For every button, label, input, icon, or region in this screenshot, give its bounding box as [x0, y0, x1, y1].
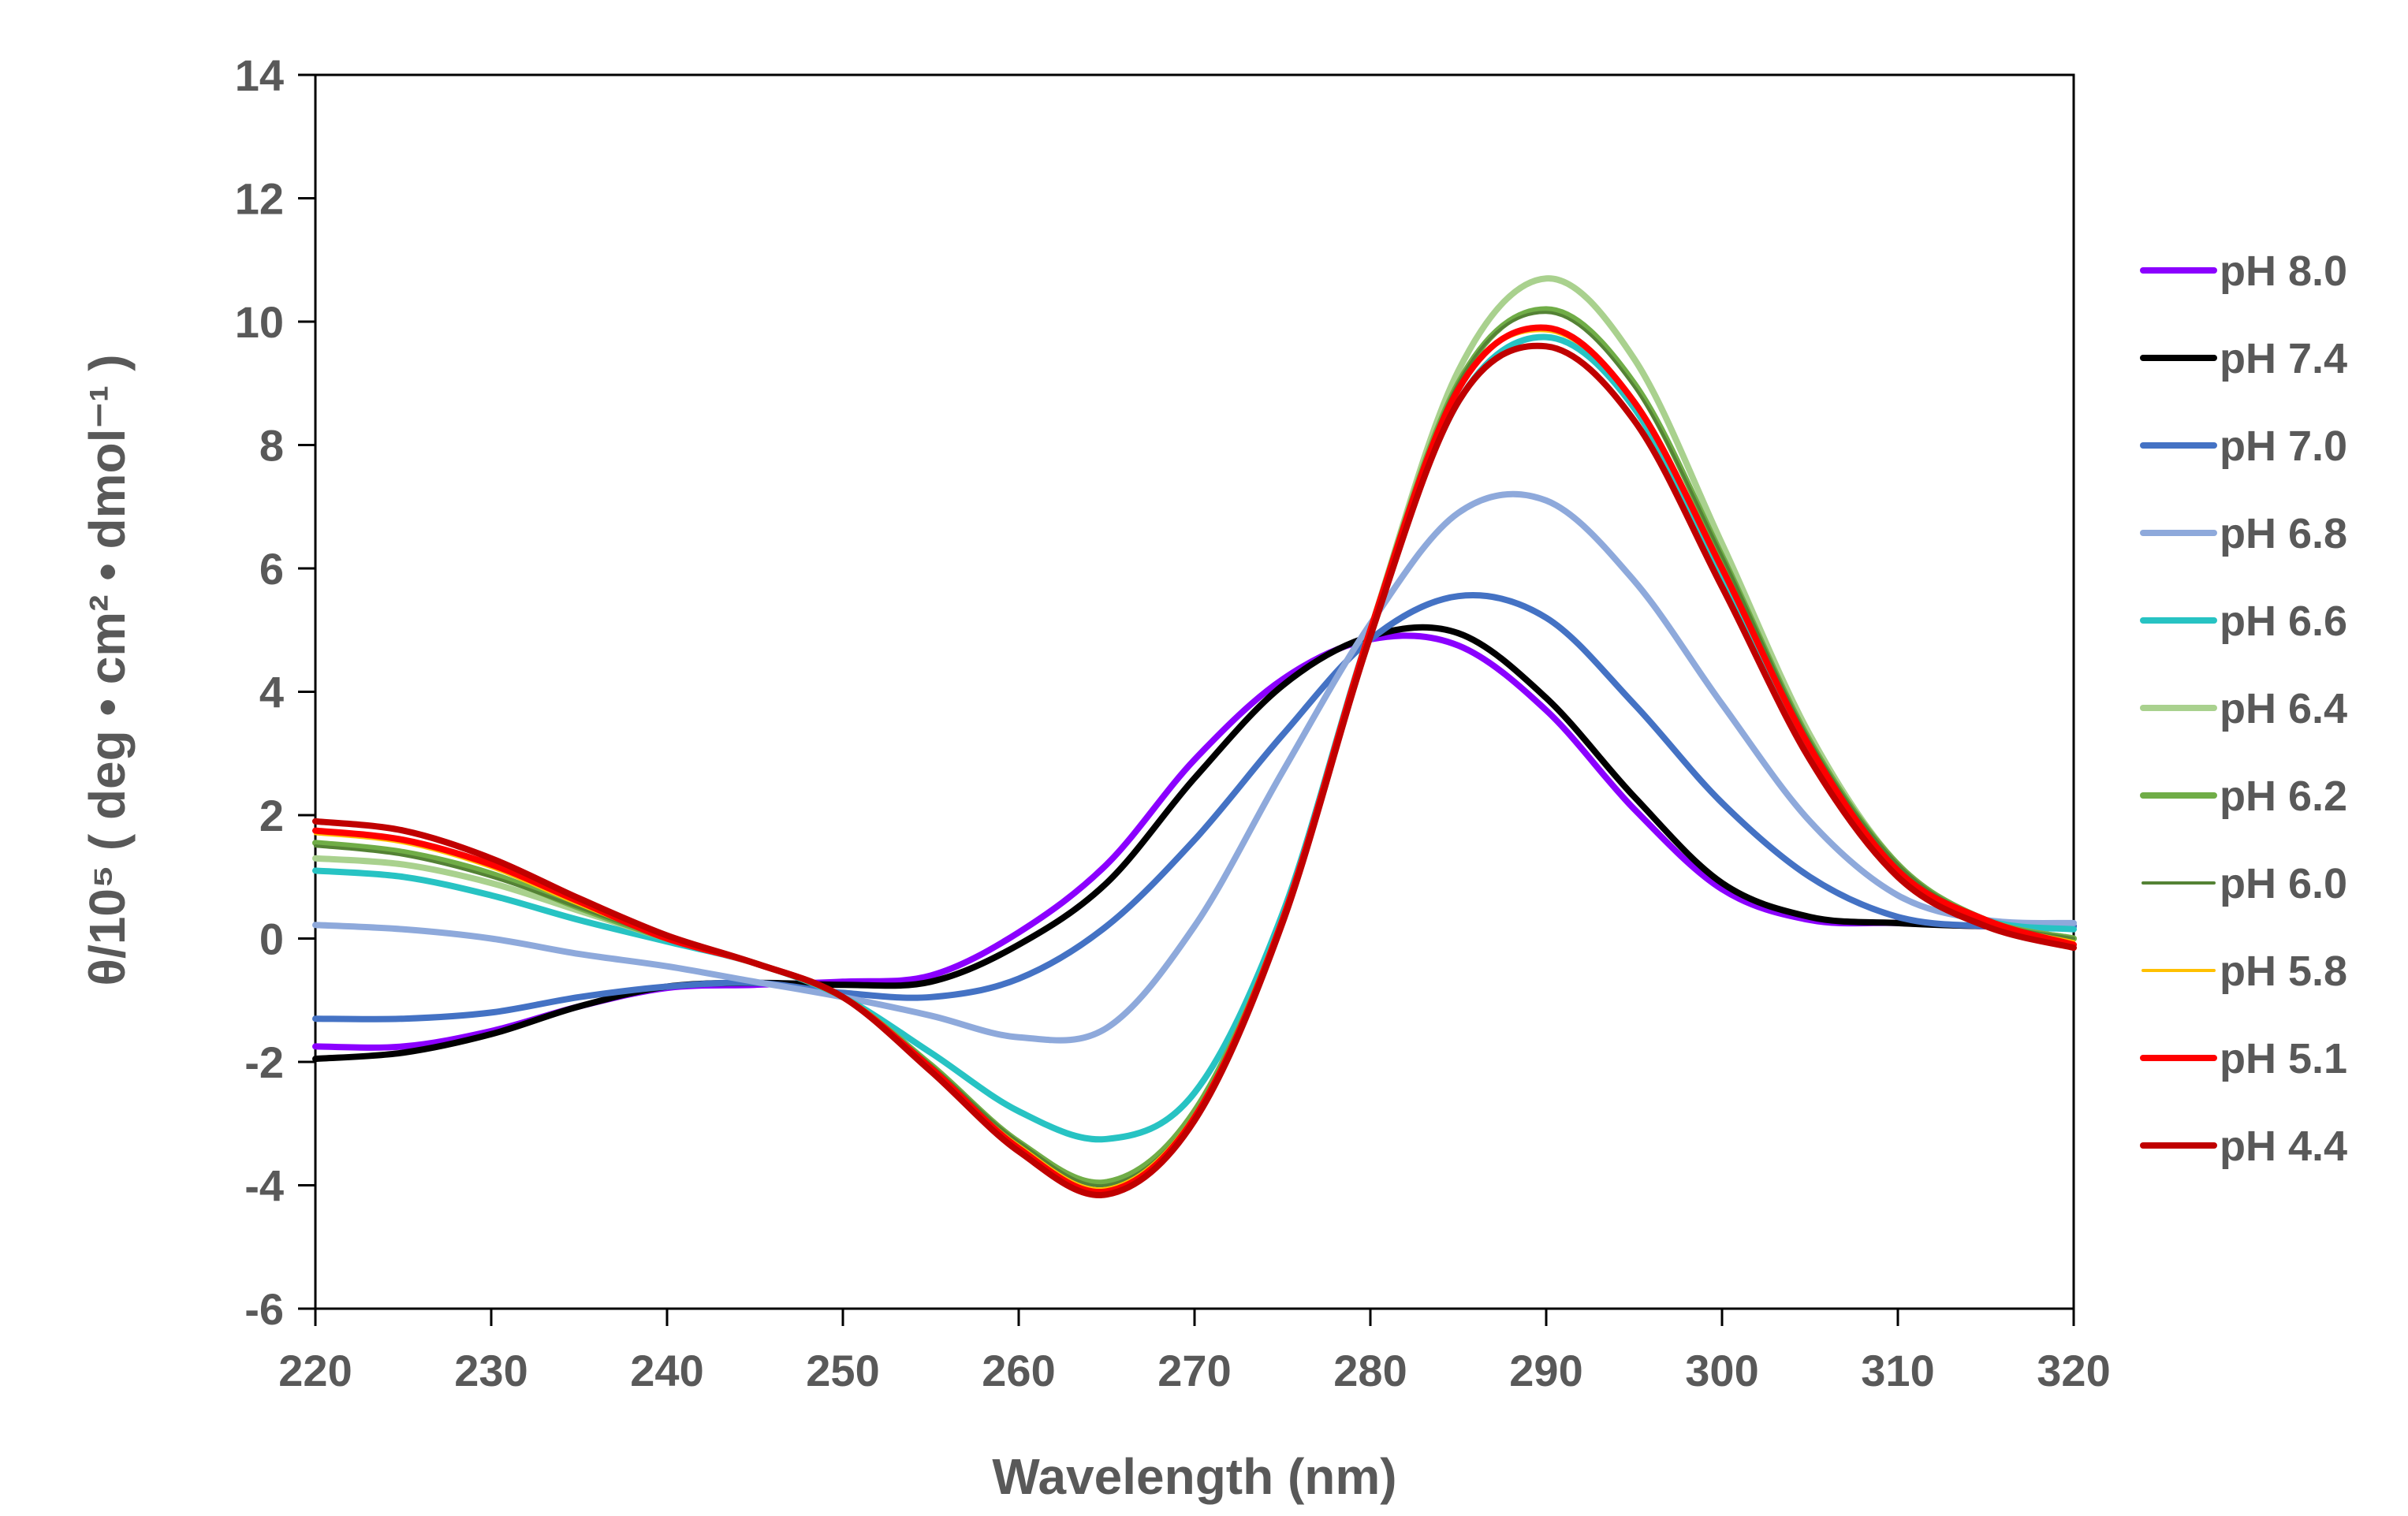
series-line-ph-7-4 [312, 624, 2077, 1063]
series-line-ph-4-4 [312, 342, 2077, 1198]
legend-label-ph-7-4: pH 7.4 [2220, 335, 2347, 382]
x-tick-label: 220 [278, 1346, 352, 1395]
series-line-ph-7-0 [312, 592, 2077, 1022]
x-tick-label: 250 [806, 1346, 879, 1395]
x-tick-label: 280 [1333, 1346, 1407, 1395]
legend: pH 8.0 pH 7.4 pH 7.0 pH 6.8 pH 6.6 pH 6.4 pH 6… [2140, 248, 2347, 1170]
legend-label-ph-5-1: pH 5.1 [2220, 1035, 2347, 1082]
x-tick-label: 290 [1509, 1346, 1582, 1395]
legend-label-ph-6-8: pH 6.8 [2220, 510, 2347, 557]
x-tick-label: 320 [2037, 1346, 2110, 1395]
x-tick-label: 300 [1685, 1346, 1758, 1395]
x-tick-label: 270 [1157, 1346, 1231, 1395]
y-tick-label: -6 [244, 1284, 284, 1334]
y-tick-label: 4 [259, 668, 284, 717]
y-tick-label: -4 [244, 1161, 284, 1211]
y-tick-label: 8 [259, 421, 284, 471]
legend-label-ph-6-6: pH 6.6 [2220, 598, 2347, 645]
legend-label-ph-6-0: pH 6.0 [2220, 860, 2347, 907]
y-tick-label: 14 [235, 50, 284, 100]
x-tick-label: 260 [982, 1346, 1055, 1395]
legend-label-ph-4-4: pH 4.4 [2220, 1123, 2347, 1170]
x-tick-label: 230 [454, 1346, 527, 1395]
y-tick-label: 2 [259, 791, 284, 840]
series-line-ph-6-8 [312, 490, 2077, 1044]
x-axis-title: Wavelength (nm) [992, 1448, 1396, 1505]
legend-label-ph-7-0: pH 7.0 [2220, 423, 2347, 470]
y-axis-title: θ/10⁵ ( deg • cm² • dmol⁻¹ ) [79, 354, 136, 985]
y-axis: -6 -4 -2 0 2 4 6 8 10 12 14 [235, 50, 315, 1334]
legend-label-ph-8-0: pH 8.0 [2220, 248, 2347, 295]
y-tick-label: -2 [244, 1037, 284, 1087]
legend-label-ph-5-8: pH 5.8 [2220, 948, 2347, 995]
legend-label-ph-6-2: pH 6.2 [2220, 773, 2347, 820]
x-axis: 220 230 240 250 260 270 280 290 300 310 320 [278, 1309, 2111, 1395]
x-tick-label: 240 [630, 1346, 703, 1395]
series-lines [312, 275, 2077, 1198]
legend-label-ph-6-4: pH 6.4 [2220, 685, 2347, 732]
y-tick-label: 10 [235, 297, 284, 347]
y-tick-label: 6 [259, 544, 284, 594]
y-tick-label: 12 [235, 174, 284, 224]
x-tick-label: 310 [1861, 1346, 1934, 1395]
y-tick-label: 0 [259, 914, 284, 964]
